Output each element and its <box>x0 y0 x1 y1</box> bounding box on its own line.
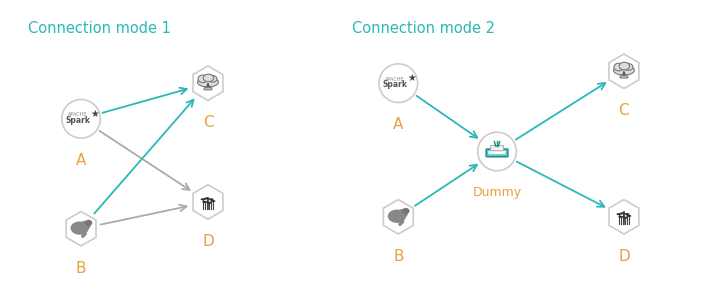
Ellipse shape <box>397 209 408 218</box>
Circle shape <box>620 212 625 214</box>
Circle shape <box>200 198 206 200</box>
Text: Connection mode 2: Connection mode 2 <box>352 21 496 36</box>
Ellipse shape <box>198 75 207 83</box>
Circle shape <box>618 216 623 218</box>
Ellipse shape <box>614 63 623 71</box>
Text: Connection mode 1: Connection mode 1 <box>28 21 171 36</box>
FancyBboxPatch shape <box>486 149 508 157</box>
Polygon shape <box>609 54 639 89</box>
Circle shape <box>623 217 627 219</box>
Text: B: B <box>393 249 403 264</box>
Text: APACHE: APACHE <box>385 77 405 81</box>
Ellipse shape <box>619 62 630 70</box>
Ellipse shape <box>209 75 217 82</box>
Text: A: A <box>393 117 403 132</box>
Circle shape <box>209 198 214 200</box>
Ellipse shape <box>85 220 92 226</box>
Ellipse shape <box>478 132 516 171</box>
Text: ★: ★ <box>90 108 99 119</box>
Polygon shape <box>66 211 96 246</box>
Text: D: D <box>202 234 214 249</box>
Ellipse shape <box>613 66 634 75</box>
FancyBboxPatch shape <box>489 151 505 154</box>
Text: APACHE: APACHE <box>68 112 87 117</box>
Text: ★: ★ <box>407 73 416 83</box>
Ellipse shape <box>388 210 406 223</box>
Ellipse shape <box>203 74 214 82</box>
Text: B: B <box>76 261 86 276</box>
FancyBboxPatch shape <box>491 146 503 151</box>
Ellipse shape <box>402 208 410 214</box>
Text: Dummy: Dummy <box>472 186 522 199</box>
Text: D: D <box>618 249 630 264</box>
Ellipse shape <box>62 99 100 138</box>
Circle shape <box>202 201 207 203</box>
Circle shape <box>210 200 216 202</box>
Polygon shape <box>609 200 639 234</box>
Text: Spark: Spark <box>65 116 90 125</box>
Polygon shape <box>193 185 223 219</box>
Ellipse shape <box>70 222 89 235</box>
Ellipse shape <box>80 221 91 230</box>
Ellipse shape <box>379 64 417 102</box>
Text: A: A <box>76 153 86 168</box>
Circle shape <box>204 197 209 200</box>
Circle shape <box>616 213 622 215</box>
Circle shape <box>207 202 212 204</box>
Polygon shape <box>384 200 413 234</box>
FancyBboxPatch shape <box>620 76 627 78</box>
Text: Spark: Spark <box>382 80 407 89</box>
Circle shape <box>626 215 632 217</box>
Ellipse shape <box>197 78 219 87</box>
Text: C: C <box>202 115 214 130</box>
Circle shape <box>625 213 630 215</box>
FancyBboxPatch shape <box>204 88 212 90</box>
Ellipse shape <box>625 64 633 70</box>
Text: C: C <box>618 103 630 119</box>
Polygon shape <box>193 66 223 100</box>
